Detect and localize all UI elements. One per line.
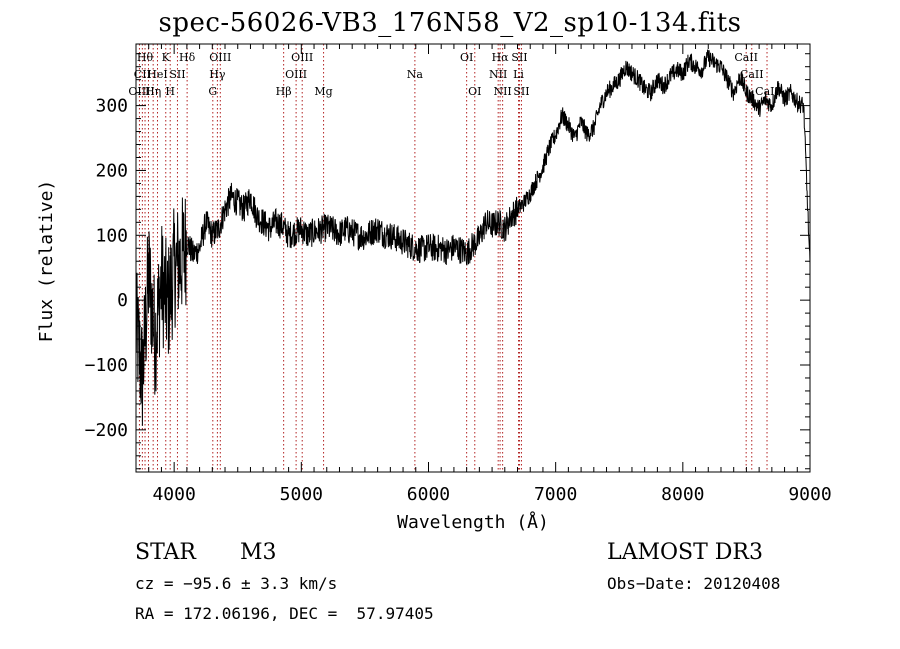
line-label-5: HeI <box>147 68 167 81</box>
line-label-13: Hβ <box>276 85 292 98</box>
y-tick-label: −100 <box>85 355 128 376</box>
emission-line-markers <box>138 44 768 472</box>
line-label-9: Hδ <box>179 51 196 64</box>
line-label-26: CaII <box>734 51 758 64</box>
redshift-velocity: cz = −95.6 ± 3.3 km/s <box>135 574 338 593</box>
y-axis-label: Flux (relative) <box>36 180 57 343</box>
line-label-23: Li <box>513 68 524 81</box>
line-label-2: Hθ <box>137 51 154 64</box>
x-tick-label: 7000 <box>534 484 577 505</box>
line-label-12: OIII <box>209 51 231 64</box>
line-label-7: H <box>165 85 175 98</box>
line-label-21: Hα <box>492 51 510 64</box>
x-tick-label: 5000 <box>280 484 323 505</box>
line-label-19: OI <box>468 85 481 98</box>
object-class: STAR <box>135 540 196 565</box>
line-label-24: SII <box>511 51 527 64</box>
line-label-15: OIII <box>291 51 313 64</box>
line-label-11: Hγ <box>209 68 226 81</box>
y-tick-label: 0 <box>117 290 128 311</box>
line-label-10: G <box>208 85 217 98</box>
spectrum-line <box>135 49 811 426</box>
x-tick-label: 4000 <box>152 484 195 505</box>
emission-line-labels: OIII CII Hθ Hη HeI K H SII Hδ G Hγ OIII Hβ OIII OIII Mg… <box>128 51 778 98</box>
line-label-0: OIII <box>128 85 150 98</box>
coordinates: RA = 172.06196, DEC = 57.97405 <box>135 604 434 623</box>
y-tick-label: 300 <box>95 96 128 117</box>
line-label-17: Na <box>407 68 424 81</box>
line-label-18: OI <box>460 51 473 64</box>
plot-frame <box>135 43 811 473</box>
line-label-1: CII <box>134 68 151 81</box>
line-label-27: CaII <box>740 68 764 81</box>
line-label-6: K <box>162 51 171 64</box>
object-subclass: M3 <box>240 540 277 565</box>
line-label-8: SII <box>169 68 185 81</box>
x-axis-ticks: 4000 5000 6000 7000 8000 9000 <box>135 44 832 505</box>
y-tick-label: −200 <box>85 420 128 441</box>
line-label-4: Hη <box>145 85 161 98</box>
observation-date: Obs−Date: 20120408 <box>607 574 781 593</box>
x-tick-label: 8000 <box>661 484 704 505</box>
y-tick-label: 100 <box>95 225 128 246</box>
line-label-22: NII <box>493 85 511 98</box>
line-label-16: Mg <box>314 85 332 98</box>
x-tick-label: 9000 <box>788 484 831 505</box>
line-label-25: SII <box>513 85 529 98</box>
chart-title: spec-56026-VB3_176N58_V2_sp10-134.fits <box>158 8 742 38</box>
y-axis-ticks: −200 −100 0 100 200 300 <box>85 53 810 470</box>
y-tick-label: 200 <box>95 160 128 181</box>
line-label-14: OIII <box>285 68 307 81</box>
x-axis-label: Wavelength (Å) <box>397 511 549 533</box>
x-tick-label: 6000 <box>407 484 450 505</box>
line-label-20: NII <box>489 68 507 81</box>
survey-name: LAMOST DR3 <box>607 540 763 565</box>
